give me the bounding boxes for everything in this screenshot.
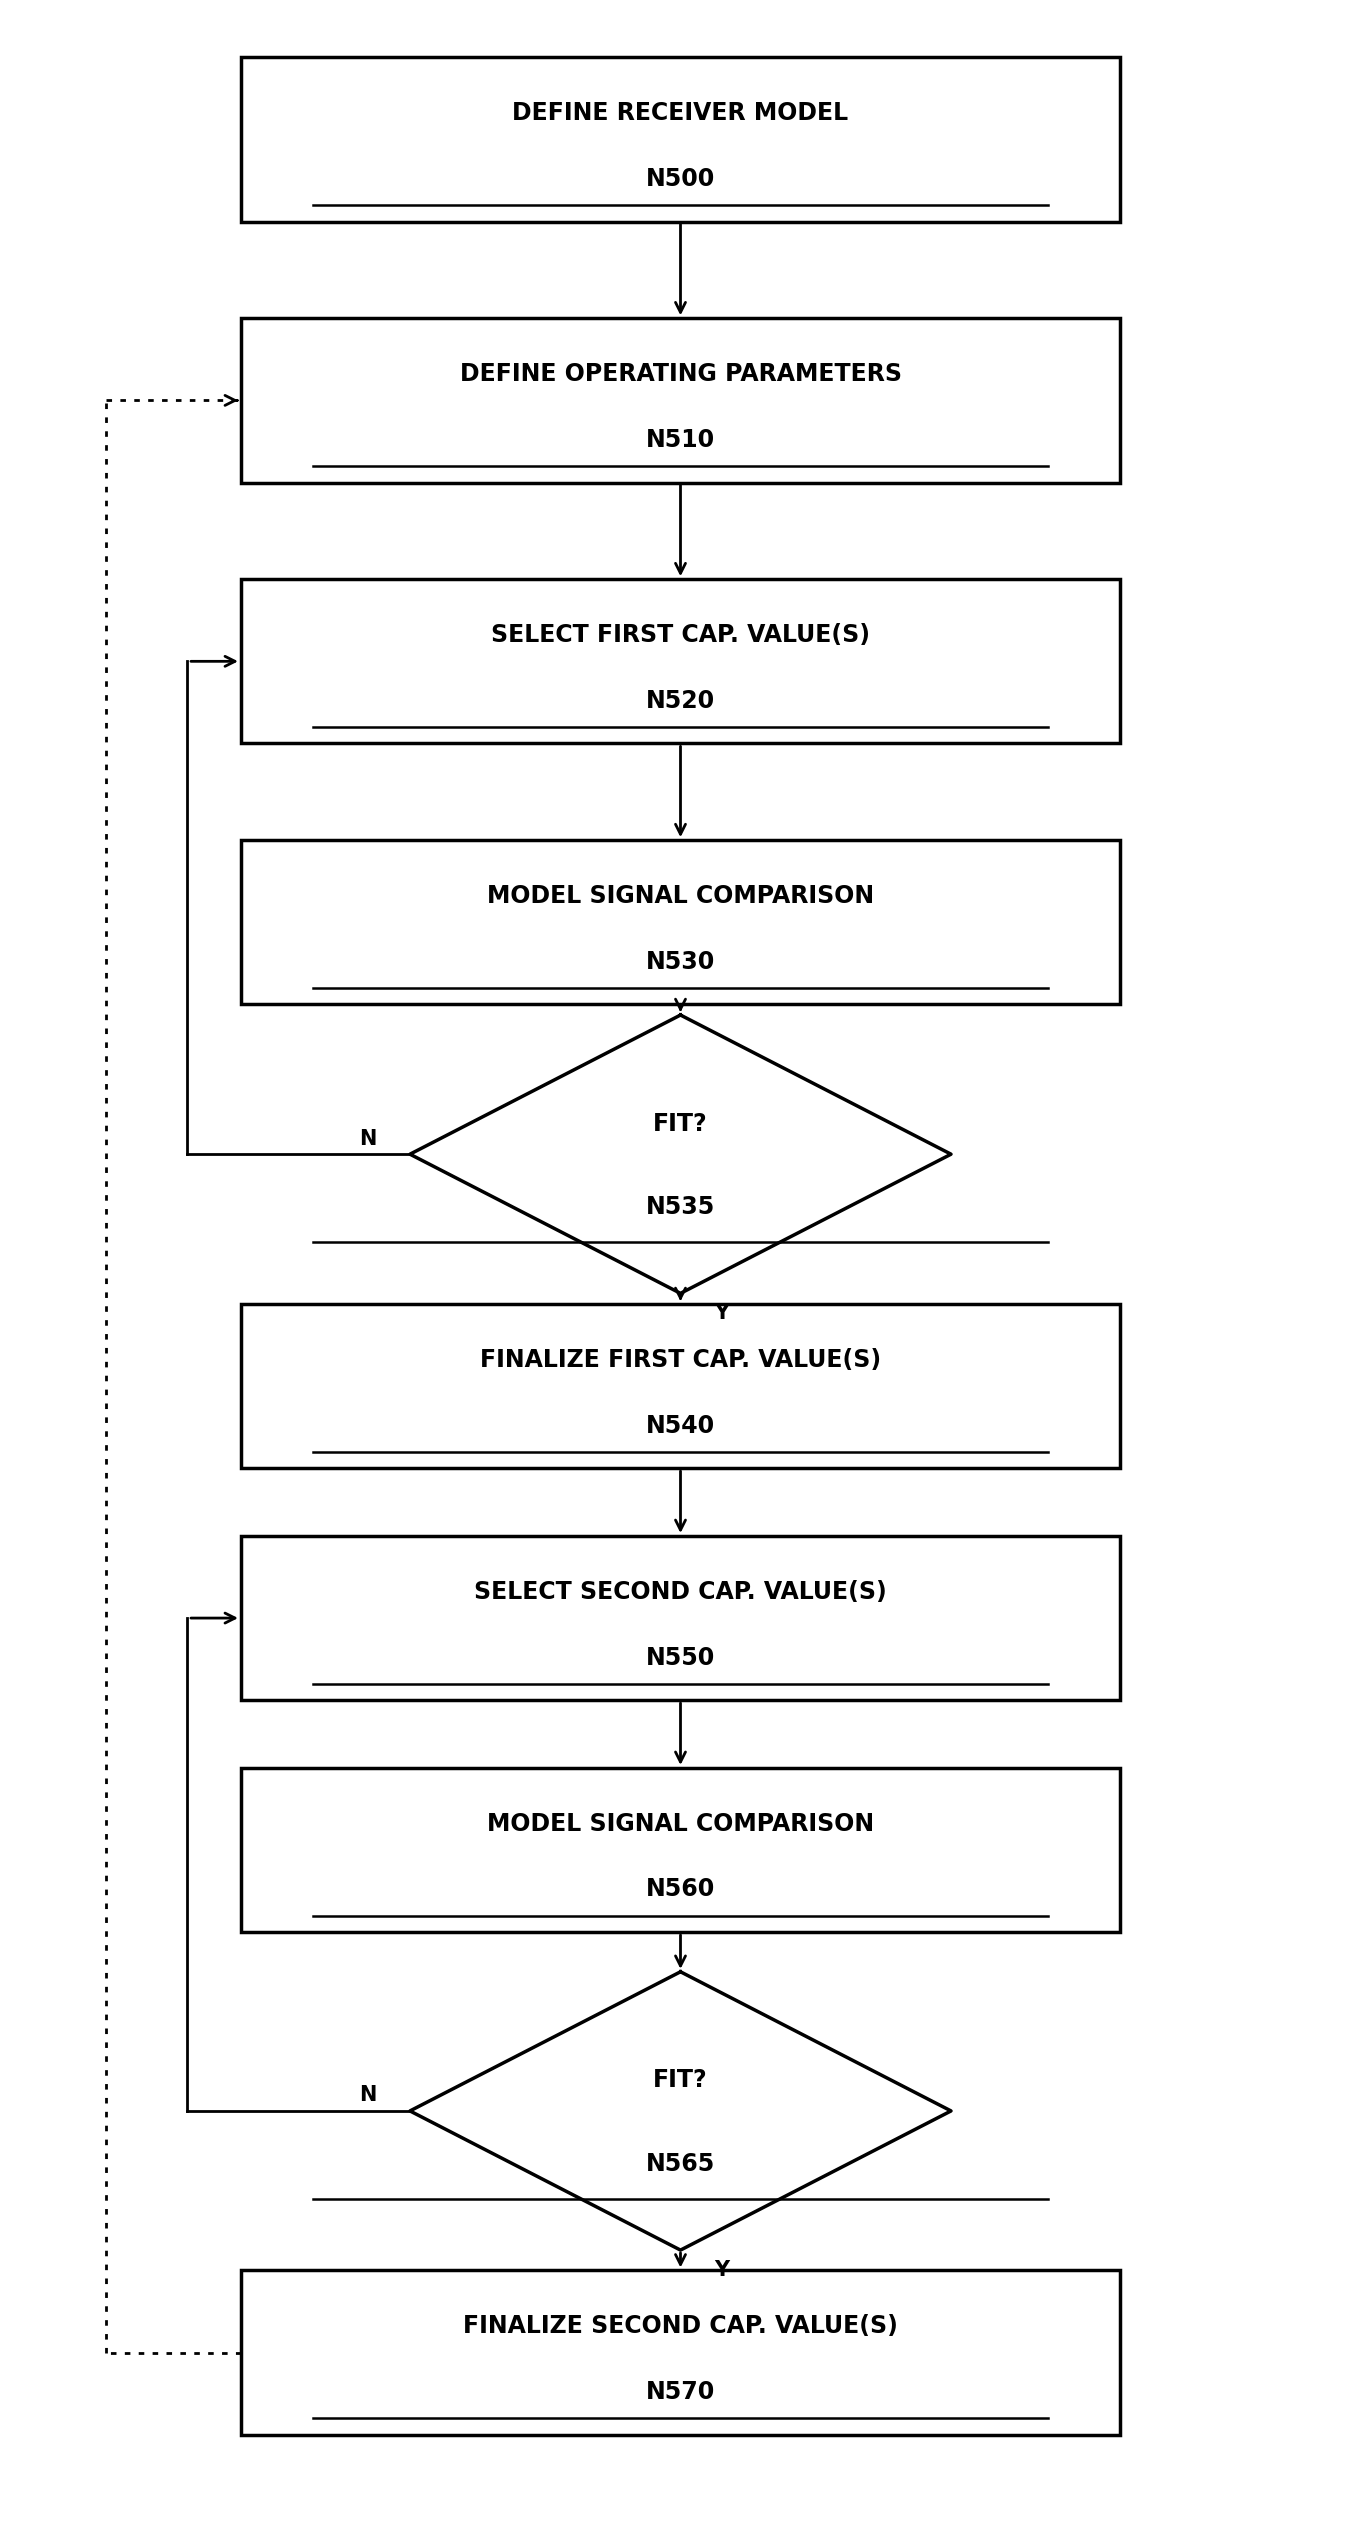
Text: DEFINE OPERATING PARAMETERS: DEFINE OPERATING PARAMETERS	[460, 363, 901, 386]
Text: FIT?: FIT?	[653, 2067, 708, 2092]
Text: N560: N560	[646, 1878, 715, 1901]
Text: SELECT SECOND CAP. VALUE(S): SELECT SECOND CAP. VALUE(S)	[474, 1581, 887, 1603]
Text: Y: Y	[715, 1303, 729, 1324]
Text: N540: N540	[646, 1414, 715, 1437]
Text: FINALIZE FIRST CAP. VALUE(S): FINALIZE FIRST CAP. VALUE(S)	[480, 1349, 881, 1371]
Bar	[241, 58, 1120, 222]
Text: N550: N550	[646, 1646, 715, 1669]
Text: N570: N570	[646, 2380, 715, 2405]
Text: N: N	[359, 2085, 376, 2105]
Text: N565: N565	[646, 2153, 715, 2176]
Text: MODEL SIGNAL COMPARISON: MODEL SIGNAL COMPARISON	[487, 1813, 874, 1835]
Text: SELECT FIRST CAP. VALUE(S): SELECT FIRST CAP. VALUE(S)	[491, 623, 870, 648]
Bar	[241, 580, 1120, 744]
Bar	[241, 839, 1120, 1003]
Text: N510: N510	[646, 429, 715, 451]
Text: DEFINE RECEIVER MODEL: DEFINE RECEIVER MODEL	[513, 101, 848, 126]
Text: N520: N520	[646, 688, 715, 713]
Text: Y: Y	[715, 2259, 729, 2279]
Bar	[241, 1303, 1120, 1467]
Bar	[241, 1767, 1120, 1931]
Bar	[241, 2271, 1120, 2435]
Text: FINALIZE SECOND CAP. VALUE(S): FINALIZE SECOND CAP. VALUE(S)	[463, 2314, 898, 2339]
Text: N530: N530	[646, 950, 715, 973]
Text: N: N	[359, 1129, 376, 1150]
Text: N500: N500	[646, 166, 715, 192]
Polygon shape	[410, 1016, 951, 1293]
Polygon shape	[410, 1971, 951, 2251]
Bar	[241, 1535, 1120, 1699]
Bar	[241, 318, 1120, 482]
Text: MODEL SIGNAL COMPARISON: MODEL SIGNAL COMPARISON	[487, 885, 874, 908]
Text: FIT?: FIT?	[653, 1112, 708, 1134]
Text: N535: N535	[646, 1195, 715, 1220]
